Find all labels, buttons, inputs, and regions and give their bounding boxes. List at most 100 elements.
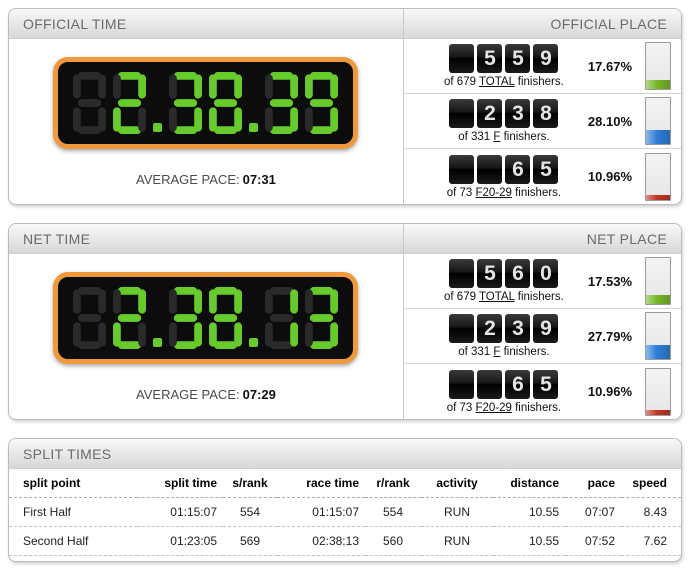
- percentile-value: 17.67%: [587, 58, 632, 74]
- net-place-rows: 5 6 0 of 679 TOTAL finishers. 17.53% 2 3 9 of 33…: [403, 254, 681, 419]
- column-header: pace: [565, 469, 621, 498]
- percentile-bar-fill: [646, 130, 670, 144]
- table-row: First Half 01:15:07 554 01:15:07 554 RUN 10.55…: [9, 497, 681, 527]
- net-time-title: NET TIME: [23, 231, 91, 247]
- average-pace-label: AVERAGE PACE:: [136, 172, 240, 187]
- flip-tile-blank: [449, 154, 475, 184]
- flip-tile-digit: 5: [505, 44, 531, 73]
- flip-tile-blank: [449, 99, 475, 128]
- flip-tile-digit: 5: [533, 154, 559, 184]
- clock-digit: [169, 287, 203, 349]
- flip-tile-digit: 5: [477, 44, 503, 73]
- official-place-panel: OFFICIAL PLACE 5 5 9 of 679 TOTAL finishers…: [402, 9, 681, 204]
- finisher-group-link[interactable]: F: [493, 346, 501, 358]
- table-cell: 7.62: [621, 526, 681, 556]
- clock-digit: [305, 287, 339, 349]
- place-row: 2 3 8 of 331 F finishers. 28.10%: [403, 94, 681, 149]
- column-header: race time: [277, 469, 365, 498]
- table-cell: 01:15:07: [277, 497, 365, 527]
- flip-tile-blank: [449, 44, 475, 73]
- flip-tile-digit: 0: [533, 259, 559, 288]
- table-cell: RUN: [421, 497, 493, 527]
- official-place-title: OFFICIAL PLACE: [550, 16, 667, 32]
- place-counter: 5 5 9 of 679 TOTAL finishers.: [420, 44, 588, 88]
- official-place-rows: 5 5 9 of 679 TOTAL finishers. 17.67% 2 3 8 of 33…: [403, 39, 681, 204]
- flip-tile-digit: 3: [505, 99, 531, 128]
- average-pace-value: 07:31: [242, 172, 276, 187]
- finisher-group-link[interactable]: TOTAL: [478, 291, 515, 303]
- percentile-bar: [645, 312, 671, 360]
- percentile-bar: [645, 97, 671, 145]
- column-header: split point: [9, 469, 137, 498]
- place-row: 6 5 of 73 F20-29 finishers. 10.96%: [404, 364, 681, 419]
- flip-tile-digit: 2: [477, 99, 503, 128]
- percentile-value: 10.96%: [587, 384, 632, 399]
- official-time-clock-display: [53, 57, 359, 149]
- table-cell: 569: [223, 526, 277, 556]
- place-counter: 6 5 of 73 F20-29 finishers.: [420, 154, 588, 199]
- place-caption: of 73 F20-29 finishers.: [446, 186, 562, 199]
- official-time-title: OFFICIAL TIME: [23, 16, 127, 32]
- official-time-header: OFFICIAL TIME: [9, 9, 403, 39]
- place-row: 5 6 0 of 679 TOTAL finishers. 17.53%: [403, 254, 681, 309]
- table-cell: 560: [365, 526, 421, 556]
- column-header: s/rank: [223, 469, 277, 498]
- clock-digit: [209, 287, 243, 349]
- flip-tile-digit: 6: [505, 154, 531, 184]
- finisher-group-link[interactable]: F20-29: [475, 401, 512, 414]
- clock-digit: [265, 72, 299, 134]
- table-cell: 554: [365, 497, 421, 527]
- official-place-header: OFFICIAL PLACE: [403, 9, 681, 39]
- flip-tile-digit: 6: [505, 259, 531, 288]
- table-row: Second Half 01:23:05 569 02:38:13 560 RUN 10.5…: [9, 526, 681, 556]
- flip-tile-digit: 5: [477, 259, 503, 288]
- split-times-box: SPLIT TIMES split point split time s/rank r…: [8, 438, 682, 562]
- percentile-bar-fill: [646, 194, 670, 200]
- table-header-row: split point split time s/rank race time r/ra…: [9, 469, 681, 498]
- percentile-bar: [645, 367, 671, 416]
- net-time-header: NET TIME: [9, 224, 403, 254]
- average-pace-label: AVERAGE PACE:: [136, 387, 240, 402]
- split-times-title: SPLIT TIMES: [23, 446, 112, 462]
- finisher-group-link[interactable]: F20-29: [475, 186, 512, 199]
- column-header: r/rank: [365, 469, 421, 498]
- finisher-group-link[interactable]: TOTAL: [478, 76, 515, 88]
- table-cell: Second Half: [9, 526, 137, 556]
- official-time-panel: OFFICIAL TIME AVERAGE PACE: 07:31: [9, 9, 403, 204]
- split-times-table: split point split time s/rank race time r/ra…: [9, 469, 681, 556]
- flip-tile-digit: 9: [533, 314, 559, 343]
- net-place-panel: NET PLACE 5 6 0 of 679 TOTAL finishers. 17.5…: [402, 224, 681, 419]
- place-counter: 2 3 9 of 331 F finishers.: [420, 314, 588, 358]
- official-average-pace: AVERAGE PACE: 07:31: [136, 172, 276, 187]
- percentile-value: 28.10%: [587, 113, 632, 129]
- place-caption: of 73 F20-29 finishers.: [446, 401, 562, 414]
- percentile-bar-fill: [646, 409, 670, 415]
- place-row: 6 5 of 73 F20-29 finishers. 10.96%: [404, 149, 681, 204]
- clock-digit: [113, 287, 147, 349]
- clock-decimal-dot: [153, 123, 163, 132]
- clock-digit: [113, 72, 147, 134]
- clock-digit: [169, 72, 203, 134]
- net-time-body: AVERAGE PACE: 07:29: [9, 254, 403, 419]
- place-counter: 5 6 0 of 679 TOTAL finishers.: [420, 259, 588, 303]
- place-caption: of 331 F finishers.: [458, 131, 550, 143]
- table-cell: 01:15:07: [137, 497, 223, 527]
- table-cell: 07:07: [565, 497, 621, 527]
- official-time-body: AVERAGE PACE: 07:31: [9, 39, 403, 204]
- table-cell: 8.43: [621, 497, 681, 527]
- table-cell: 07:52: [565, 526, 621, 556]
- clock-decimal-dot: [249, 123, 259, 132]
- clock-digit: [305, 72, 339, 134]
- table-cell: 554: [223, 497, 277, 527]
- flip-tile-digit: 8: [533, 99, 559, 128]
- table-cell: 02:38:13: [277, 526, 365, 556]
- table-cell: 01:23:05: [137, 526, 223, 556]
- official-results-box: OFFICIAL TIME AVERAGE PACE: 07:31 OFFICIA…: [8, 8, 682, 205]
- table-cell: RUN: [421, 526, 493, 556]
- finisher-group-link[interactable]: F: [493, 131, 501, 143]
- clock-digit: [209, 72, 243, 134]
